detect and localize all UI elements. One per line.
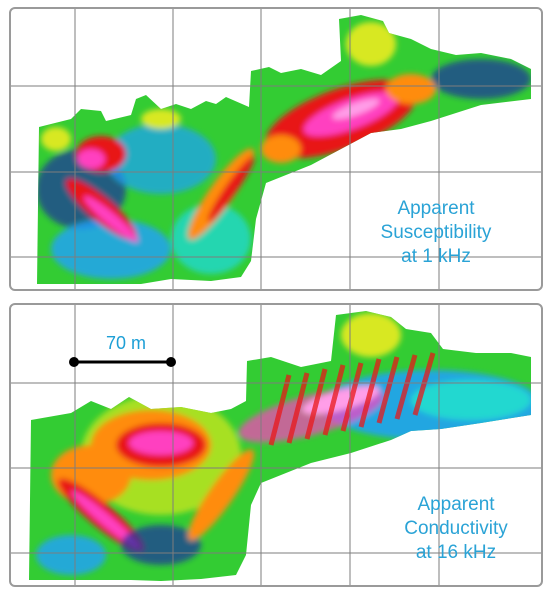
scale-bar-label: 70 m [106,333,147,353]
conductivity-grid [11,305,541,585]
conductivity-label-line-3: at 16 kHz [415,542,497,563]
conductivity-label-line-2: Conductivity [404,518,508,539]
susceptibility-label-line-1: Apparent [397,198,475,219]
conductivity-map-panel: 70 m Apparent Conductivity at 16 kHz [9,303,543,587]
susceptibility-map-panel: Apparent Susceptibility at 1 kHz [9,7,543,291]
susceptibility-grid [11,9,541,289]
conductivity-map-label: Apparent Conductivity at 16 kHz [381,493,531,565]
scale-bar-right-end [166,357,176,367]
susceptibility-label-line-3: at 1 kHz [401,246,471,267]
scale-bar [69,357,176,367]
conductivity-label-line-1: Apparent [417,494,495,515]
susceptibility-label-line-2: Susceptibility [380,222,492,243]
scale-bar-left-end [69,357,79,367]
susceptibility-map [11,9,541,289]
conductivity-map [11,305,541,585]
susceptibility-map-label: Apparent Susceptibility at 1 kHz [361,197,511,269]
